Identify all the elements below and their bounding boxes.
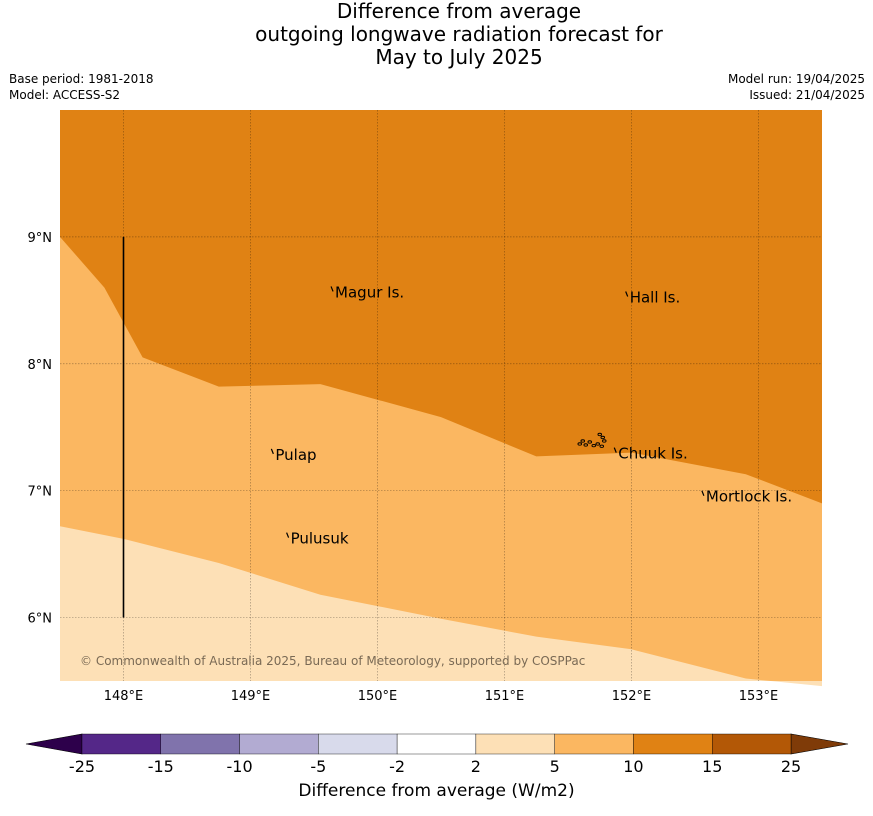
colorbar-extend-high [790,733,849,755]
title-line-1: Difference from average [336,0,582,23]
lat-tick-label: 7°N [28,485,53,500]
lon-tick-label: 149°E [231,689,271,704]
colorbar-segment [239,733,319,755]
colorbar-segment [318,733,398,755]
island-outline [577,442,583,446]
island-outline [599,444,605,448]
lon-tick-label: 153°E [739,689,779,704]
island-marker [625,291,629,297]
issued-date: Issued: 21/04/2025 [749,88,865,102]
colorbar-tick-label: -15 [148,757,174,776]
lat-tick-label: 6°N [28,612,53,627]
island-marker [701,490,705,496]
island-outline [580,439,586,443]
island-outline [597,432,603,437]
island-outline [595,442,601,446]
colorbar-tick-label: 15 [702,757,722,776]
meta-left: Base period: 1981-2018 Model: ACCESS-S2 [9,71,154,103]
colorbar-segment [475,733,555,755]
lon-tick-label: 151°E [485,689,525,704]
colorbar-tick-label: -10 [226,757,252,776]
colorbar-tick-label: 2 [471,757,481,776]
title-line-2: outgoing longwave radiation forecast for [255,22,663,46]
place-label: Hall Is. [630,289,681,307]
colorbar-tick-label: 5 [550,757,560,776]
island-outline [587,440,593,444]
lon-tick-label: 152°E [612,689,652,704]
place-label: Magur Is. [335,283,404,301]
band-2-5 [60,526,822,687]
model-name: Model: ACCESS-S2 [9,88,121,102]
base-period: Base period: 1981-2018 [9,72,154,86]
island-marker [330,286,334,292]
island-outline [600,435,606,440]
colorbar-segment [712,733,792,755]
colorbar-tick-label: 10 [623,757,643,776]
place-label: Pulusuk [291,530,349,548]
place-label: Chuuk Is. [618,445,687,463]
title-line-3: May to July 2025 [375,45,543,69]
colorbar-extend-low [25,733,83,755]
lat-tick-label: 9°N [28,231,53,246]
meta-right: Model run: 19/04/2025 Issued: 21/04/2025 [728,71,865,103]
island-marker [270,448,274,455]
copyright-text: © Commonwealth of Australia 2025, Bureau… [80,654,585,668]
colorbar-tick-label: 25 [781,757,801,776]
lat-tick-label: 8°N [28,358,53,373]
island-outline [591,443,597,448]
colorbar-segment [633,733,713,755]
island-marker [613,447,617,453]
colorbar-tick-label: -2 [389,757,405,776]
colorbar-tick-label: -5 [310,757,326,776]
lon-tick-label: 148°E [104,689,144,704]
band-5-10 [60,236,822,681]
colorbar-segment [81,733,161,755]
colorbar-segment [396,733,477,755]
colorbar-tick-label: -25 [69,757,95,776]
colorbar-segment [554,733,634,755]
island-outline [583,443,589,447]
colorbar-segment [160,733,240,755]
island-outline [602,439,607,443]
colorbar-label: Difference from average (W/m2) [298,781,575,801]
model-run-date: Model run: 19/04/2025 [727,72,865,86]
lon-tick-label: 150°E [358,689,398,704]
island-marker [286,532,290,538]
map-title: Difference from average outgoing longwav… [0,0,873,69]
place-label: Pulap [275,446,316,464]
place-label: Mortlock Is. [706,488,792,506]
